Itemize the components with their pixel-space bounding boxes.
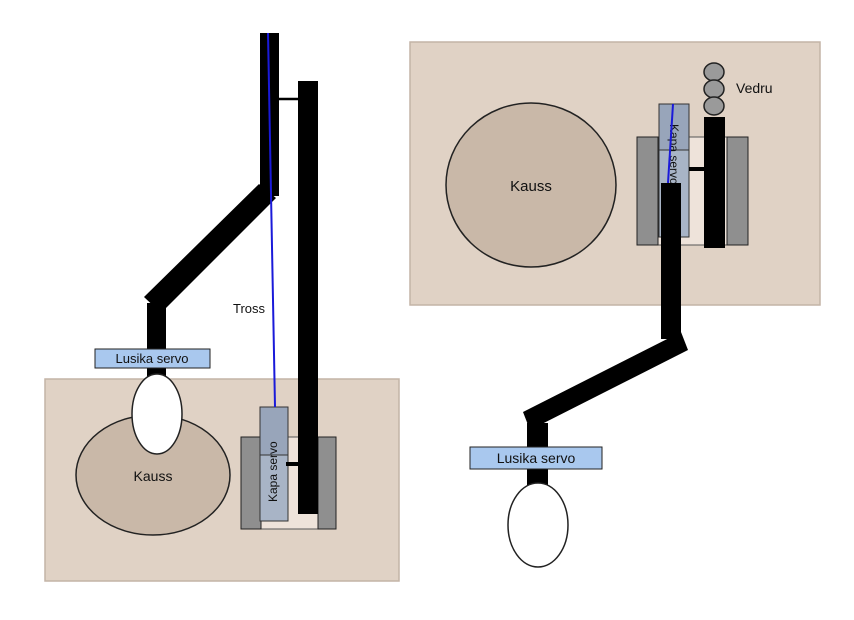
left-cable (267, 32, 276, 408)
left-servo-link (286, 462, 300, 466)
right-diagonal-arm (523, 332, 688, 430)
left-spoon-servo-label: Lusika servo (116, 351, 189, 366)
right-servo-holder-right (726, 136, 749, 246)
left-spoon-head (131, 373, 183, 455)
left-diagonal-arm (144, 184, 276, 313)
right-bucket-post (704, 117, 725, 248)
right-bowl-label: Kauss (510, 178, 552, 195)
right-servo-holder-left (636, 136, 659, 246)
right-spoon-servo-label: Lusika servo (497, 450, 576, 466)
left-servo-holder-right (317, 436, 337, 530)
left-lid-servo-top (259, 406, 289, 456)
right-vertical-arm (661, 183, 681, 339)
right-view: Kauss Kapa servo Vedru Lusika servo (409, 41, 821, 568)
right-spoon-head (507, 482, 569, 568)
right-bucket-disk-3 (703, 96, 725, 116)
left-vertical-arm (298, 81, 318, 514)
right-servo-link (689, 167, 707, 171)
right-lid-servo-top (658, 103, 690, 151)
left-bowl-label: Kauss (134, 468, 173, 484)
right-bucket-disk-1 (703, 62, 725, 82)
left-servo-holder-left (240, 436, 262, 530)
left-lid-servo-label: Kapa servo (266, 441, 280, 502)
left-cable-label: Tross (233, 301, 266, 316)
left-spoon-servo-box (94, 348, 211, 369)
right-bowl (445, 102, 617, 268)
right-bucket-label: Vedru (736, 80, 773, 96)
left-view: Kauss Kapa servo Tross Lusika servo (44, 32, 400, 582)
right-spoon-servo-box (469, 446, 603, 470)
right-cable (667, 103, 674, 184)
right-bucket-disk-2 (703, 79, 725, 99)
